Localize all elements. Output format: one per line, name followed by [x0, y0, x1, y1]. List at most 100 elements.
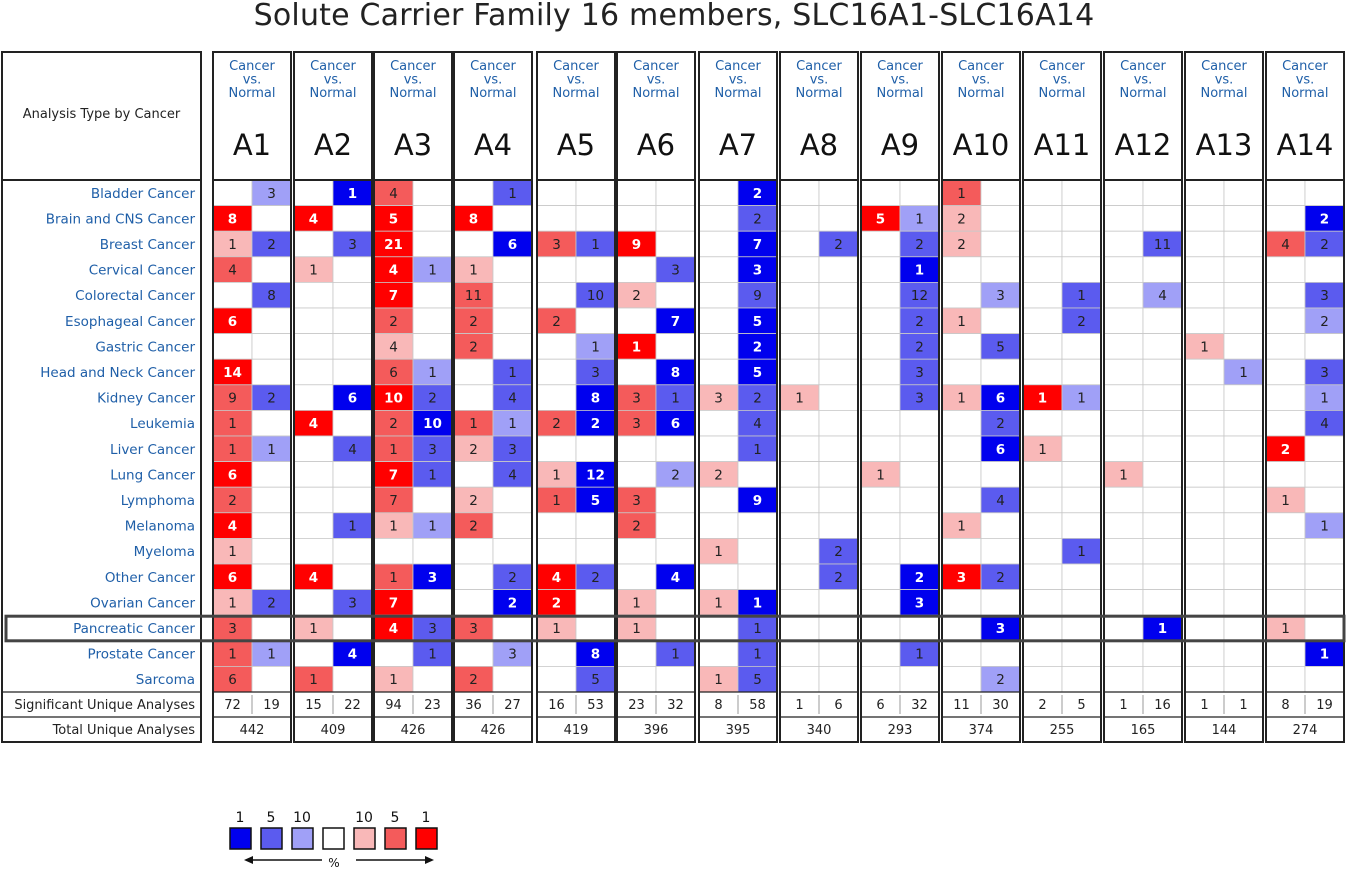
under-expression-cell: [1061, 666, 1102, 693]
under-expression-cell: [1223, 205, 1264, 232]
comparison-label: Cancer: [390, 59, 436, 74]
cell-value: 2: [1281, 442, 1290, 458]
gene-column-frame: [779, 179, 859, 743]
significant-under-count: 6: [834, 698, 842, 713]
cell-value: 5: [591, 672, 600, 688]
cell-value: 4: [309, 570, 318, 586]
comparison-label: vs.: [647, 73, 666, 88]
over-expression-cell: [1022, 461, 1063, 488]
over-expression-cell: [373, 384, 414, 411]
cancer-label: Myeloma: [134, 544, 195, 560]
over-expression-cell: [453, 614, 494, 642]
over-expression-cell: [453, 384, 494, 411]
cell-value: 2: [753, 186, 762, 202]
over-expression-cell: [212, 358, 253, 386]
under-expression-cell: [412, 230, 453, 258]
cell-value: 6: [996, 442, 1005, 458]
over-expression-cell: [1022, 307, 1063, 335]
cell-value: 2: [591, 416, 600, 432]
cell-value: 3: [915, 365, 924, 381]
cancer-label: Breast Cancer: [100, 237, 196, 253]
cell-value: 6: [671, 416, 680, 432]
under-expression-cell: [251, 409, 292, 437]
over-expression-cell: [1184, 256, 1225, 283]
over-expression-cell: [698, 563, 739, 591]
over-expression-cell: [293, 358, 334, 386]
under-expression-cell: [980, 205, 1021, 232]
significant-over-count: 36: [465, 698, 482, 713]
cell-value: 1: [389, 570, 398, 586]
total-count: 255: [1050, 723, 1075, 738]
cell-value: 1: [508, 365, 517, 381]
over-expression-cell: [453, 486, 494, 514]
under-expression-cell: [1304, 435, 1345, 463]
comparison-label: vs.: [404, 73, 423, 88]
cell-value: 1: [957, 519, 966, 535]
over-expression-cell: [616, 461, 657, 488]
cancer-label: Melanoma: [125, 519, 195, 535]
cell-value: 9: [753, 288, 762, 304]
cell-value: 1: [428, 263, 437, 279]
comparison-label: Cancer: [553, 59, 599, 74]
cell-value: 2: [753, 211, 762, 227]
significant-under-count: 5: [1077, 698, 1085, 713]
under-expression-cell: [492, 307, 533, 335]
over-expression-cell: [779, 614, 820, 642]
cell-value: 2: [591, 570, 600, 586]
cell-value: 1: [508, 186, 517, 202]
over-expression-cell: [373, 230, 414, 258]
cell-value: 2: [1077, 314, 1086, 330]
over-expression-cell: [941, 666, 982, 693]
under-expression-cell: [1223, 614, 1264, 642]
over-expression-cell: [453, 179, 494, 207]
over-expression-cell: [1184, 384, 1225, 411]
under-expression-cell: [1142, 230, 1183, 258]
cell-value: 1: [714, 595, 723, 611]
over-expression-cell: [616, 666, 657, 693]
cell-value: 3: [996, 288, 1005, 304]
under-expression-cell: [655, 179, 696, 207]
under-expression-cell: [492, 512, 533, 539]
cell-value: 6: [508, 237, 517, 253]
total-count: 340: [807, 723, 832, 738]
cell-value: 1: [309, 621, 318, 637]
over-expression-cell: [860, 538, 901, 565]
significant-over-count: 2: [1038, 698, 1046, 713]
comparison-label: Cancer: [877, 59, 923, 74]
under-expression-cell: [899, 179, 940, 207]
cell-value: 4: [1158, 288, 1167, 304]
over-expression-cell: [293, 384, 334, 411]
gene-header-frame: [1184, 51, 1264, 181]
over-expression-cell: [1103, 230, 1144, 258]
under-expression-cell: [655, 614, 696, 642]
gene-label: A10: [953, 128, 1010, 162]
under-expression-cell: [1304, 666, 1345, 693]
over-expression-cell: [1184, 205, 1225, 232]
under-expression-cell: [332, 409, 373, 437]
cell-value: 1: [591, 237, 600, 253]
over-expression-cell: [453, 666, 494, 693]
under-expression-cell: [980, 666, 1021, 693]
header-label: Analysis Type by Cancer: [23, 107, 181, 122]
total-count: 374: [969, 723, 994, 738]
cell-value: 3: [228, 621, 237, 637]
gene-label: A6: [637, 128, 675, 162]
over-expression-cell: [536, 384, 577, 411]
cell-value: 3: [957, 570, 966, 586]
comparison-label: Normal: [552, 86, 599, 101]
under-expression-cell: [899, 256, 940, 283]
over-expression-cell: [698, 512, 739, 539]
cell-value: 2: [996, 570, 1005, 586]
cell-value: 2: [389, 314, 398, 330]
cell-value: 7: [671, 314, 680, 330]
over-expression-cell: [941, 256, 982, 283]
under-expression-cell: [575, 205, 616, 232]
over-expression-cell: [373, 179, 414, 207]
under-expression-cell: [818, 281, 859, 309]
cell-value: 11: [1154, 237, 1171, 253]
over-expression-cell: [453, 538, 494, 565]
under-expression-cell: [492, 486, 533, 514]
cell-value: 6: [228, 314, 237, 330]
over-expression-cell: [1265, 666, 1306, 693]
cell-value: 1: [1038, 442, 1047, 458]
